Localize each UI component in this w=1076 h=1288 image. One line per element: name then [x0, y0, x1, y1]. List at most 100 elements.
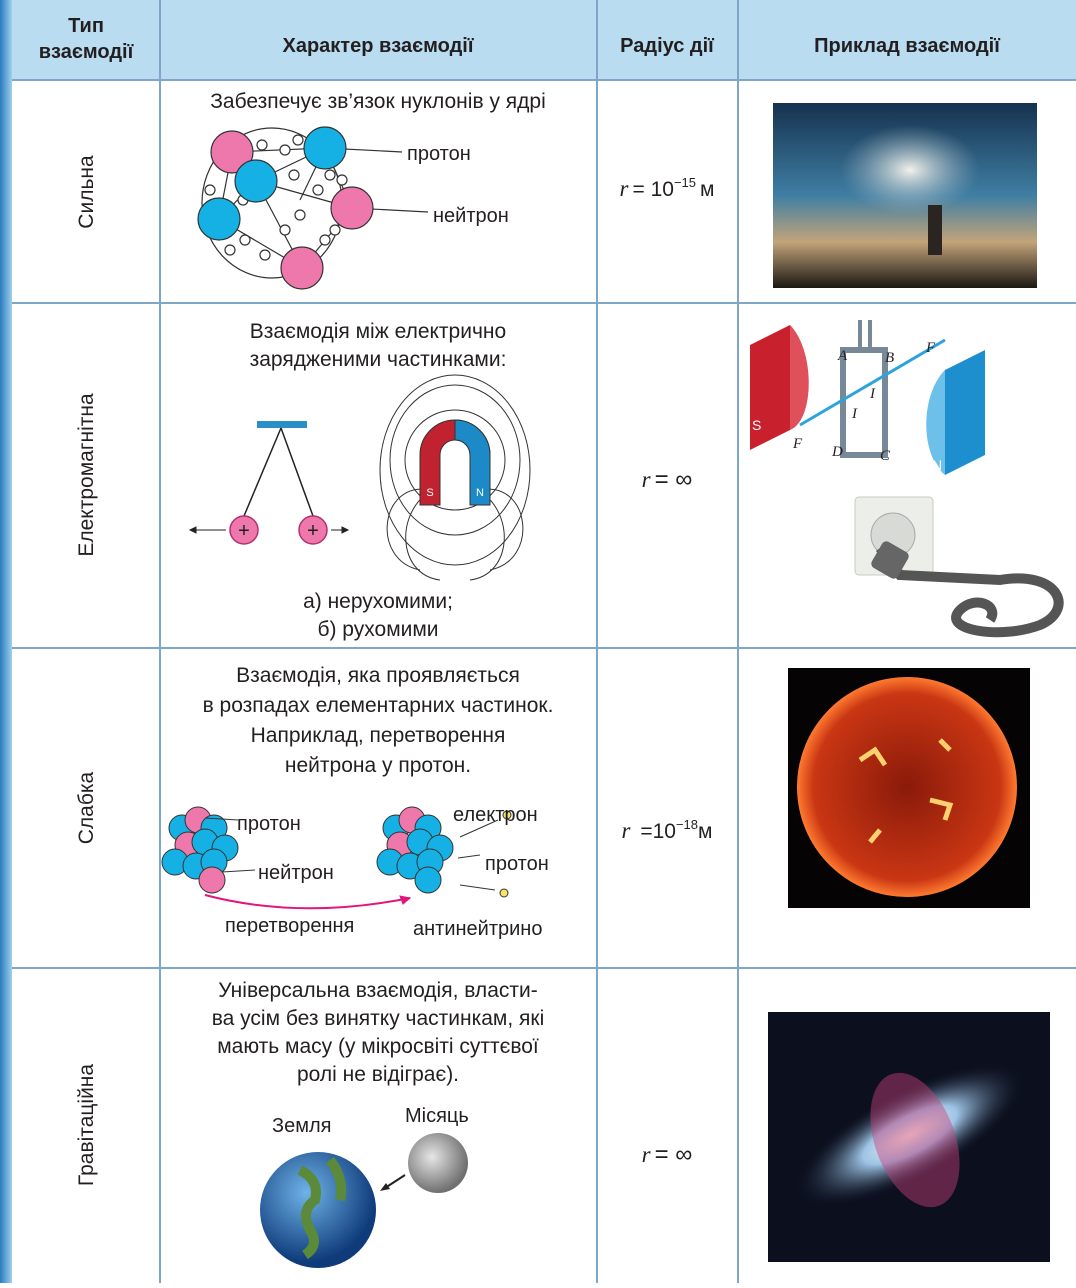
shape [259, 249, 271, 261]
description: ролі не відіграє). [297, 1063, 459, 1086]
shape [279, 224, 291, 236]
shape [840, 125, 980, 215]
shape [197, 197, 241, 241]
charge-sign: + [307, 520, 319, 542]
shape [292, 134, 304, 146]
shape [256, 139, 268, 151]
diagram-label: антинейтрино [413, 918, 542, 940]
shape [928, 205, 942, 255]
figure-label: A [837, 348, 848, 364]
pole-label: S [426, 487, 433, 499]
text-part: м [700, 178, 714, 201]
shape [204, 184, 216, 196]
figure-label: F [792, 436, 803, 452]
motor-image [750, 320, 985, 475]
shape [303, 126, 347, 170]
shape [330, 186, 374, 230]
shape [288, 169, 300, 181]
description: мають масу (у мікросвіті суттєвої [217, 1035, 539, 1058]
magnet-field [379, 374, 531, 581]
earth-moon [260, 1133, 468, 1268]
shape [243, 427, 282, 517]
shape [399, 895, 412, 905]
header-bg [12, 0, 1076, 80]
figure-label: C [880, 448, 891, 464]
side-strip [0, 0, 12, 1283]
shape [793, 1062, 1027, 1208]
text-part: r [642, 467, 652, 492]
description: нейтрона у протон. [285, 754, 471, 777]
diagram-label: електрон [453, 804, 538, 826]
shape [790, 325, 809, 430]
shape [408, 1133, 468, 1193]
shape [297, 1157, 347, 1260]
diagram-label: нейтрон [433, 205, 509, 227]
shape [799, 338, 946, 427]
shape [324, 169, 336, 181]
shape [280, 246, 324, 290]
shape [198, 866, 226, 894]
description: зарядженими частинками: [250, 348, 507, 371]
description: ва усім без винятку частинкам, які [212, 1007, 545, 1030]
text-part: =10 [634, 820, 675, 843]
radius: r =10−18м [622, 817, 713, 843]
sun-image [788, 668, 1030, 908]
shape [870, 1072, 960, 1208]
shape [414, 866, 442, 894]
shape [210, 130, 254, 174]
figure-label: I [851, 406, 858, 422]
figure-label: I [869, 386, 876, 402]
shape [379, 374, 531, 566]
shape [280, 427, 314, 517]
shape [329, 224, 341, 236]
shape [279, 144, 291, 156]
shape [384, 1174, 406, 1189]
diagram-label: Земля [272, 1115, 331, 1137]
radius: r = ∞ [642, 466, 693, 493]
shape [858, 738, 954, 844]
shape [389, 384, 521, 536]
text-part: r [620, 176, 630, 201]
shape [404, 409, 506, 511]
type-label: Гравітаційна [75, 1064, 98, 1186]
shape [454, 419, 491, 506]
text-part: r [622, 818, 632, 843]
shape [239, 234, 251, 246]
radius: r = ∞ [642, 1141, 693, 1168]
shape [502, 810, 512, 820]
shape [380, 1183, 390, 1191]
header-cell: Приклад взаємодії [814, 35, 1000, 57]
figure-label: D [831, 444, 843, 460]
text-part: −18 [676, 817, 698, 832]
diagram-label: нейтрон [258, 862, 334, 884]
text-part: = 10 [632, 178, 673, 201]
shape [294, 209, 306, 221]
shape [840, 347, 888, 458]
description: Наприклад, перетворення [251, 724, 506, 747]
text-part: r [642, 1142, 652, 1167]
shape [204, 894, 411, 910]
diagram-label: протон [407, 143, 471, 165]
shape [871, 541, 909, 579]
shape [312, 184, 324, 196]
description: Забезпечує зв’язок нуклонів у ядрі [210, 90, 546, 113]
shape [197, 126, 374, 290]
shape [298, 515, 328, 545]
shape [234, 159, 278, 203]
shape [188, 526, 350, 534]
header-cell: Характер взаємодії [282, 35, 473, 57]
type-label: Сильна [75, 155, 98, 229]
description: Взаємодія між електрично [250, 320, 506, 343]
header-cell: взаємодії [39, 41, 134, 63]
grid [12, 0, 1076, 1283]
shape [945, 350, 985, 475]
shape [204, 817, 499, 891]
diagram-label: протон [485, 853, 549, 875]
caption: б) рухомими [317, 618, 438, 641]
shape [750, 325, 790, 450]
shape [926, 370, 945, 475]
figure-label: N [932, 457, 942, 473]
text-part: = ∞ [655, 466, 693, 493]
galaxy-image [768, 1012, 1050, 1262]
